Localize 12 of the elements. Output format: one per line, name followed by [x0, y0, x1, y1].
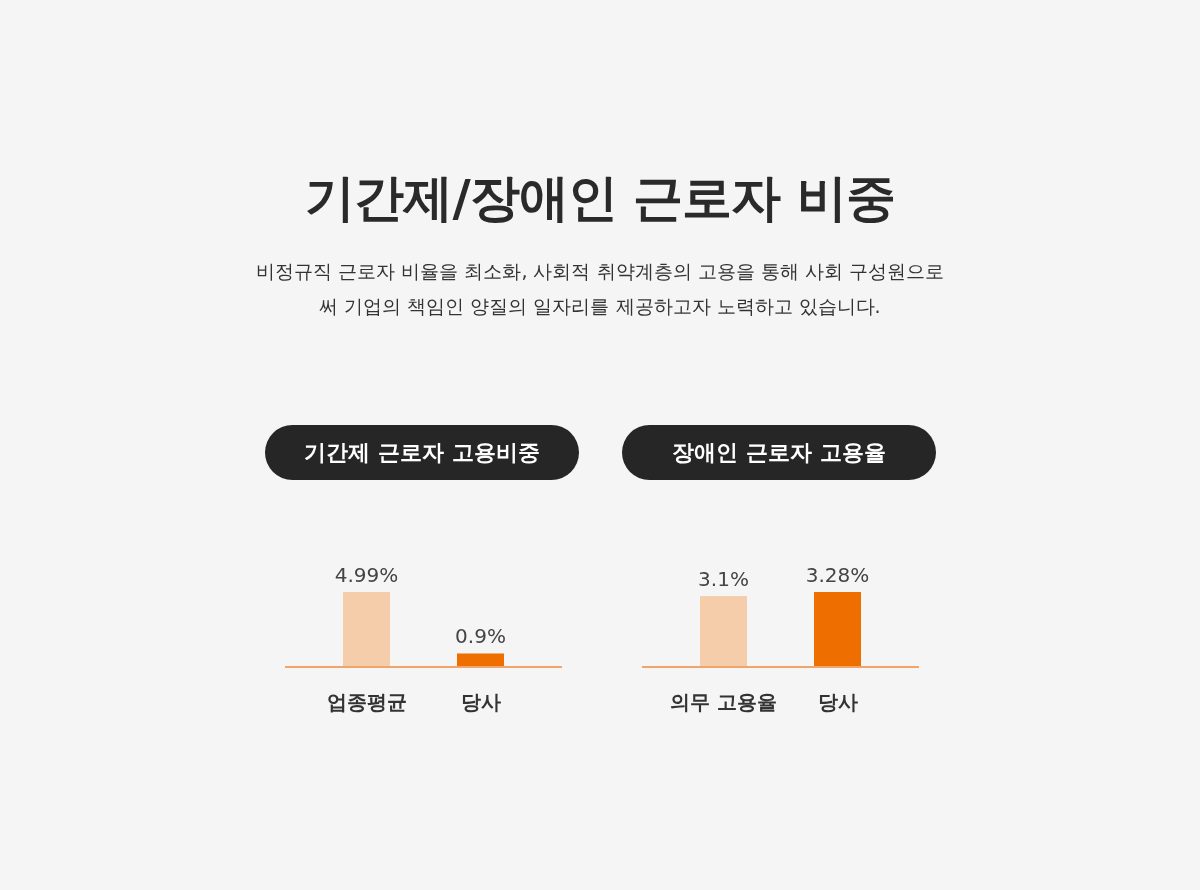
text: 기간제/장애인 근로자 비중 — [304, 168, 896, 229]
chart-title: 장애인 근로자 고용율 — [622, 425, 936, 480]
data-label: 0.9% — [455, 624, 506, 649]
data-label: 4.99% — [334, 563, 399, 587]
x-tick-label: 당사 — [817, 690, 858, 714]
chart-title: 기간제 근로자 고용비중 — [265, 425, 579, 480]
text: 비정규직 근로자 비율을 최소화, 사회적 취약계층의 고용을 통해 사회 구성원으로써 기업의 책임인 양질의 일자리를 제공하고자 노력하고 있습니다. — [255, 259, 945, 319]
x-tick-label: 업종평균 — [326, 690, 407, 714]
x-tick-label: 당사 — [460, 690, 501, 714]
x-tick-label: 의무 고용율 — [670, 690, 777, 714]
data-label: 3.1% — [698, 567, 749, 592]
data-label: 3.28% — [805, 563, 870, 587]
